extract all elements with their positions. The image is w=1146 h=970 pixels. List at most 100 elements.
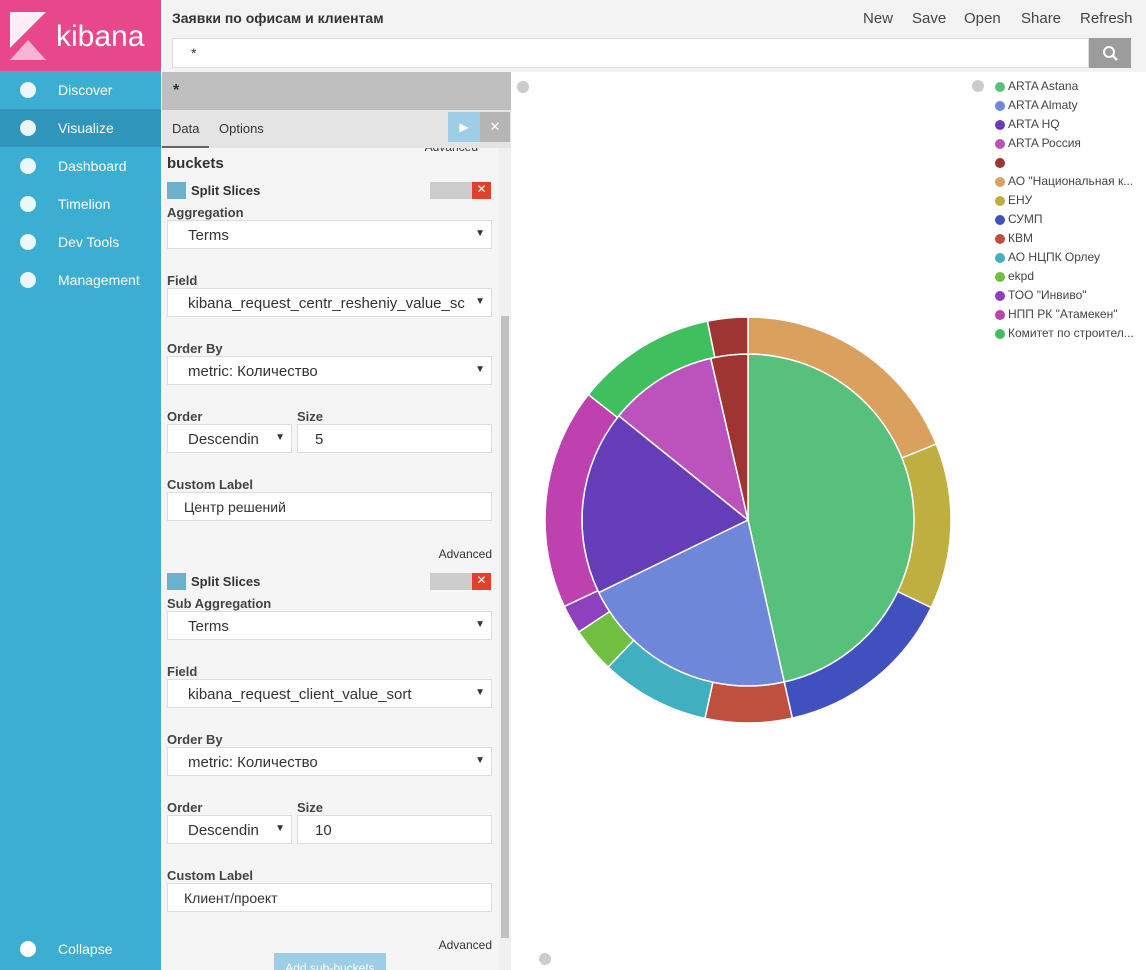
legend-swatch xyxy=(995,253,1005,263)
spy-toggle[interactable] xyxy=(539,953,551,965)
field-label: Size xyxy=(297,800,324,815)
select-arrow: ▼ xyxy=(475,687,485,698)
nav-item[interactable]: Management xyxy=(0,261,161,299)
collapse-icon[interactable] xyxy=(517,81,529,93)
field-label: Field xyxy=(167,273,198,288)
select[interactable]: kibana_request_client_value_sort ▼ xyxy=(167,679,492,708)
legend-swatch xyxy=(995,215,1005,225)
nav-icon xyxy=(20,272,36,288)
nav-icon xyxy=(20,120,36,136)
legend-swatch xyxy=(995,101,1005,111)
legend-swatch xyxy=(995,234,1005,244)
toggle-button[interactable] xyxy=(167,573,186,590)
nav-item[interactable]: Discover xyxy=(0,71,161,109)
query-input[interactable]: * xyxy=(172,38,1089,68)
nav-icon xyxy=(20,158,36,174)
menu-item[interactable]: Save xyxy=(912,10,947,27)
advanced-link[interactable]: Advanced xyxy=(425,148,478,154)
menu-item[interactable]: Open xyxy=(964,10,1001,27)
nav-item[interactable]: Dashboard xyxy=(0,147,161,185)
input[interactable]: 10 xyxy=(297,815,492,844)
legend-swatch xyxy=(995,120,1005,130)
nav-item[interactable]: Dev Tools xyxy=(0,223,161,261)
logo[interactable]: kibana xyxy=(0,0,161,71)
nav-label: Discover xyxy=(58,82,113,98)
menu-item[interactable]: Share xyxy=(1021,10,1062,27)
legend-label: СУМП xyxy=(1008,212,1043,226)
logo-graphic: kibana xyxy=(10,12,145,60)
tab-bar: Data Options ▶ ✕ xyxy=(162,110,511,148)
nav-label: Dashboard xyxy=(58,158,127,174)
bucket-controls[interactable] xyxy=(430,182,472,199)
advanced-link[interactable]: Advanced xyxy=(438,938,492,952)
remove-button[interactable]: ✕ xyxy=(472,573,491,590)
tab[interactable]: Options xyxy=(219,121,264,136)
nav-icon xyxy=(20,82,36,98)
input[interactable]: 5 xyxy=(297,424,492,453)
vis-title: Заявки по офисам и клиентам xyxy=(172,10,384,26)
input[interactable]: Клиент/проект xyxy=(167,883,492,912)
chart: ARTA Astana ARTA Almaty ARTA HQ ARTA Россия… xyxy=(517,79,1134,965)
select[interactable]: Terms ▼ xyxy=(167,220,492,249)
bucket-title: Split Slices xyxy=(191,574,261,589)
legend-label: ЕНУ xyxy=(1008,193,1033,207)
apply-button[interactable]: ▶ xyxy=(448,112,480,142)
nav-item[interactable]: Collapse xyxy=(0,930,161,968)
nav-icon xyxy=(20,941,36,957)
scroll-thumb[interactable] xyxy=(501,316,509,938)
field-label: Custom Label xyxy=(167,868,253,883)
field-label: Custom Label xyxy=(167,477,253,492)
nav-item[interactable]: Timelion xyxy=(0,185,161,223)
legend-label: ARTA HQ xyxy=(1008,117,1060,131)
input[interactable]: Центр решений xyxy=(167,492,492,521)
search-icon xyxy=(1103,46,1118,61)
bucket-controls[interactable] xyxy=(430,573,472,590)
select[interactable]: metric: Количество ▼ xyxy=(167,747,492,776)
pie-slice xyxy=(706,316,749,359)
advanced-link[interactable]: Advanced xyxy=(438,547,492,561)
pie-slice xyxy=(704,681,794,724)
select-arrow: ▼ xyxy=(475,619,485,630)
editor-body: AdvancedbucketsSplit Slices✕AggregationT… xyxy=(162,148,498,970)
legend-label: ARTA Astana xyxy=(1008,79,1079,93)
menu-item[interactable]: New xyxy=(863,10,894,27)
sidebar: kibana Discover Visualize Dashboard Timelio… xyxy=(0,0,161,970)
legend-toggle[interactable] xyxy=(972,80,984,92)
legend-label: КВМ xyxy=(1008,231,1033,245)
select-arrow: ▼ xyxy=(475,755,485,766)
select[interactable]: Descendin ▼ xyxy=(167,815,292,844)
field-label: Order xyxy=(167,800,203,815)
nav-label: Visualize xyxy=(58,120,114,136)
legend-label: Комитет по строител... xyxy=(1008,326,1134,340)
legend-label: АО НЦПК Орлеу xyxy=(1008,250,1100,264)
legend-label: ARTA Россия xyxy=(1008,136,1081,150)
logo-mark xyxy=(10,12,46,48)
select[interactable]: Terms ▼ xyxy=(167,611,492,640)
legend-swatch xyxy=(995,196,1005,206)
select[interactable]: metric: Количество ▼ xyxy=(167,356,492,385)
legend-swatch xyxy=(995,177,1005,187)
nav-item[interactable]: Visualize xyxy=(0,109,161,147)
remove-button[interactable]: ✕ xyxy=(472,182,491,199)
legend-swatch xyxy=(995,329,1005,339)
scrollbar xyxy=(499,148,511,970)
discard-button[interactable]: ✕ xyxy=(480,112,510,142)
tab[interactable]: Data xyxy=(172,121,200,136)
select-arrow: ▼ xyxy=(475,228,485,239)
tab-underline xyxy=(162,110,209,148)
field-label: Order By xyxy=(167,341,223,356)
select[interactable]: kibana_request_centr_resheniy_value_sc ▼ xyxy=(167,288,492,317)
nav-icon xyxy=(20,234,36,250)
select-arrow: ▼ xyxy=(275,432,285,443)
index-bar: * xyxy=(162,72,511,110)
toggle-button[interactable] xyxy=(167,182,186,199)
menu-item[interactable]: Refresh xyxy=(1080,10,1133,27)
field-label: Size xyxy=(297,409,324,424)
nav-label: Management xyxy=(58,272,140,288)
search-button[interactable] xyxy=(1089,38,1131,68)
select[interactable]: Descendin ▼ xyxy=(167,424,292,453)
field-label: Sub Aggregation xyxy=(167,596,272,611)
add-button[interactable]: Add sub-buckets xyxy=(274,953,386,970)
legend-label: ekpd xyxy=(1008,269,1034,283)
select-arrow: ▼ xyxy=(475,364,485,375)
